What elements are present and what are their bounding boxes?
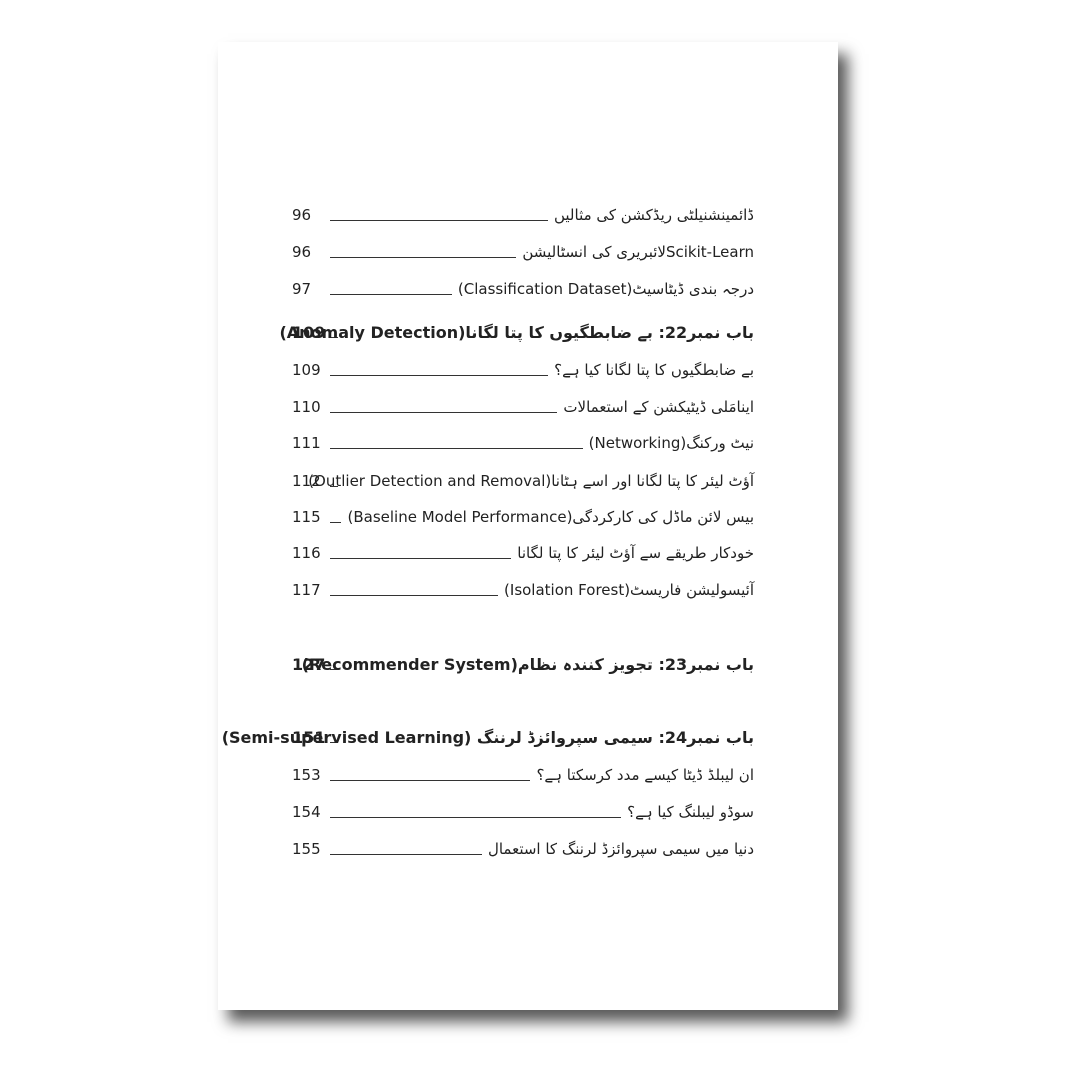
entry-title: درجہ بندی ڈیٹاسیٹ(Classification Dataset…: [457, 280, 754, 298]
entry-title: باب نمبر24: سیمی سپروائزڈ لرننگ (Semi-su…: [221, 727, 754, 747]
leader-line: [330, 557, 512, 559]
toc-entry: 151 باب نمبر24: سیمی سپروائزڈ لرننگ (Semi…: [221, 724, 754, 750]
page-number: 127: [292, 654, 326, 674]
toc-entry: 112 آؤٹ لیئر کا پتا لگانا اور اسے ہٹانا(O…: [292, 468, 754, 494]
leader-line: [330, 741, 338, 743]
toc-entry: 109 بے ضابطگیوں کا پتا لگانا کیا ہے؟: [292, 357, 754, 383]
page-number: 116: [292, 544, 321, 562]
toc-entry: 96 Scikit-Learnلائبریری کی انسٹالیشن: [292, 239, 754, 265]
leader-line: [330, 256, 517, 258]
page-number: 110: [292, 398, 321, 416]
leader-line: [330, 485, 338, 487]
toc-entry: 117 آئیسولیشن فاریسٹ(Isolation Forest): [292, 577, 754, 603]
leader-line: [330, 853, 482, 855]
toc-entry: 97 درجہ بندی ڈیٹاسیٹ(Classification Datas…: [292, 276, 754, 302]
page-number: 96: [292, 206, 312, 224]
entry-title: بیس لائن ماڈل کی کارکردگی(Baseline Model…: [347, 508, 754, 526]
toc-entry: 109 باب نمبر22: بے ضابطگیوں کا پتا لگانا(…: [279, 319, 754, 345]
entry-title: اینامَلی ڈیٹیکشن کے استعمالات: [563, 398, 754, 416]
toc-entry: 154 سوڈو لیبلنگ کیا ہے؟: [292, 799, 754, 825]
leader-line: [330, 779, 531, 781]
book-page: [218, 42, 838, 1010]
entry-title: آؤٹ لیئر کا پتا لگانا اور اسے ہٹانا(Outl…: [308, 472, 754, 490]
entry-title: بے ضابطگیوں کا پتا لگانا کیا ہے؟: [554, 361, 754, 379]
toc-entry: 116 خودکار طریقے سے آؤٹ لیئر کا پتا لگانا: [292, 540, 754, 566]
entry-title: نیٹ ورکنگ(Networking): [588, 434, 754, 452]
leader-line: [330, 293, 452, 295]
toc-entry: 110 اینامَلی ڈیٹیکشن کے استعمالات: [292, 394, 754, 420]
entry-title: دنیا میں سیمی سپروائزڈ لرننگ کا استعمال: [487, 840, 754, 858]
toc-entry: 111 نیٹ ورکنگ(Networking): [292, 430, 754, 456]
leader-line: [330, 816, 622, 818]
leader-line: [330, 447, 583, 449]
entry-title: Scikit-Learnلائبریری کی انسٹالیشن: [522, 243, 754, 261]
leader-line: [330, 219, 548, 221]
page-number: 153: [292, 766, 321, 784]
page-number: 115: [292, 508, 321, 526]
entry-title: ڈائمینشنیلٹی ریڈکشن کی مثالیں: [553, 206, 754, 224]
page-number: 111: [292, 434, 321, 452]
leader-line: [330, 374, 549, 376]
page-number: 109: [292, 322, 326, 342]
page-number: 117: [292, 581, 321, 599]
entry-title: ان لیبلڈ ڈیٹا کیسے مدد کرسکتا ہے؟: [536, 766, 754, 784]
page-number: 155: [292, 840, 321, 858]
toc-entry: 155 دنیا میں سیمی سپروائزڈ لرننگ کا استعم…: [292, 836, 754, 862]
page-number: 154: [292, 803, 321, 821]
page-number: 151: [292, 727, 326, 747]
page-number: 96: [292, 243, 312, 261]
leader-line: [330, 521, 342, 523]
leader-line: [330, 411, 558, 413]
page-number: 109: [292, 361, 321, 379]
entry-title: خودکار طریقے سے آؤٹ لیئر کا پتا لگانا: [517, 544, 754, 562]
entry-title: آئیسولیشن فاریسٹ(Isolation Forest): [504, 581, 754, 599]
entry-title: سوڈو لیبلنگ کیا ہے؟: [627, 803, 754, 821]
toc-entry: 153 ان لیبلڈ ڈیٹا کیسے مدد کرسکتا ہے؟: [292, 762, 754, 788]
toc-entry: 115 بیس لائن ماڈل کی کارکردگی(Baseline Mo…: [292, 504, 754, 530]
page-number: 97: [292, 280, 312, 298]
leader-line: [330, 594, 499, 596]
leader-line: [330, 336, 338, 338]
entry-title: باب نمبر23: تجویز کنندہ نظام(Recommender…: [301, 654, 754, 674]
entry-title: باب نمبر22: بے ضابطگیوں کا پتا لگانا(Ano…: [279, 322, 754, 342]
page-number: 112: [292, 472, 321, 490]
toc-entry: 96 ڈائمینشنیلٹی ریڈکشن کی مثالیں: [292, 202, 754, 228]
leader-line: [330, 668, 338, 670]
toc-entry: 127 باب نمبر23: تجویز کنندہ نظام(Recommen…: [292, 651, 754, 677]
